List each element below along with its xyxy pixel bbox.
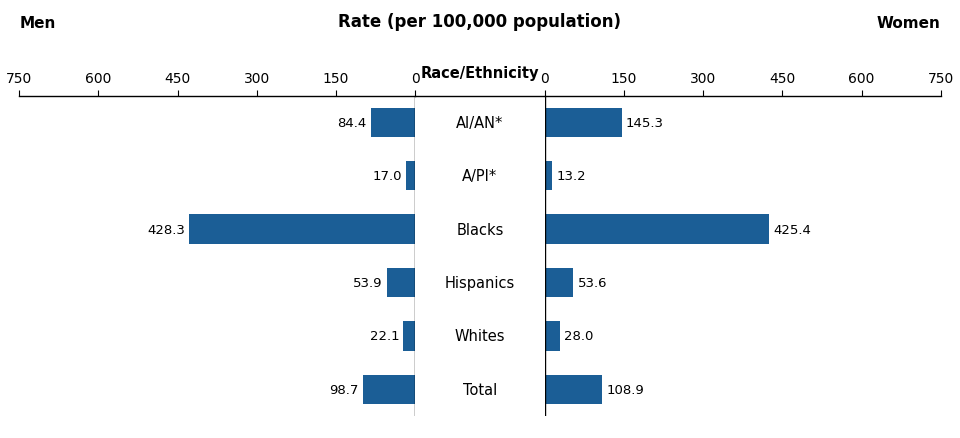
Text: 53.9: 53.9 <box>353 276 382 290</box>
Bar <box>403 321 415 351</box>
Text: AI/AN*: AI/AN* <box>456 116 504 131</box>
Bar <box>545 268 573 297</box>
Text: 98.7: 98.7 <box>329 383 359 396</box>
Bar <box>545 321 560 351</box>
Text: Blacks: Blacks <box>456 222 504 237</box>
Bar <box>545 375 603 404</box>
Text: Total: Total <box>463 382 497 397</box>
Text: 425.4: 425.4 <box>774 223 811 236</box>
Text: 13.2: 13.2 <box>556 170 586 183</box>
Text: Rate (per 100,000 population): Rate (per 100,000 population) <box>339 13 621 31</box>
Bar <box>545 215 770 244</box>
Text: Men: Men <box>19 16 56 31</box>
Bar <box>545 108 622 138</box>
Text: 108.9: 108.9 <box>607 383 644 396</box>
Bar <box>363 375 415 404</box>
Bar <box>406 162 415 191</box>
Text: 145.3: 145.3 <box>626 117 664 130</box>
Text: A/PI*: A/PI* <box>463 169 497 184</box>
Text: 17.0: 17.0 <box>372 170 402 183</box>
Bar <box>387 268 415 297</box>
Text: 22.1: 22.1 <box>370 330 399 343</box>
Bar <box>371 108 415 138</box>
Text: 428.3: 428.3 <box>147 223 184 236</box>
Text: 53.6: 53.6 <box>578 276 607 290</box>
Text: Women: Women <box>876 16 941 31</box>
Bar <box>545 162 552 191</box>
Text: Race/Ethnicity: Race/Ethnicity <box>420 65 540 81</box>
Text: 84.4: 84.4 <box>337 117 367 130</box>
Bar <box>189 215 415 244</box>
Text: 28.0: 28.0 <box>564 330 593 343</box>
Text: Whites: Whites <box>455 328 505 344</box>
Text: Hispanics: Hispanics <box>444 276 516 290</box>
